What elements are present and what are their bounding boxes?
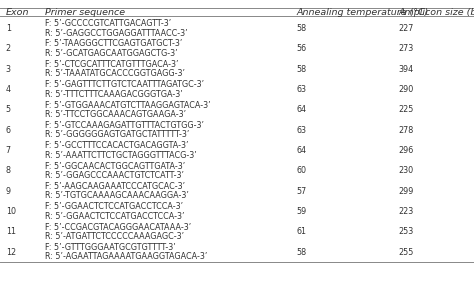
Text: R: 5’-TTTCTTTCAAAGACGGGTGA-3’: R: 5’-TTTCTTTCAAAGACGGGTGA-3’ <box>45 90 183 99</box>
Text: R: 5’-GGGGGGAGTGATGCTATTTTT-3’: R: 5’-GGGGGGAGTGATGCTATTTTT-3’ <box>45 130 190 139</box>
Text: F: 5’-GTGGAAACATGTCTTAAGGAGTACA-3’: F: 5’-GTGGAAACATGTCTTAAGGAGTACA-3’ <box>45 101 210 109</box>
Text: F: 5’-GGCAACACTGGCAGTTGATA-3’: F: 5’-GGCAACACTGGCAGTTGATA-3’ <box>45 162 185 171</box>
Text: 2: 2 <box>6 44 11 53</box>
Text: 7: 7 <box>6 146 11 155</box>
Text: F: 5’-GCCTTTCCACACTGACAGGTA-3’: F: 5’-GCCTTTCCACACTGACAGGTA-3’ <box>45 141 189 150</box>
Text: 9: 9 <box>6 187 11 196</box>
Text: 394: 394 <box>398 65 413 73</box>
Text: 64: 64 <box>296 105 306 114</box>
Text: R: 5’-GGAGCCCAAACTGTCTCATT-3’: R: 5’-GGAGCCCAAACTGTCTCATT-3’ <box>45 171 184 180</box>
Text: F: 5’-GGAACTCTCCATGACCTCCA-3’: F: 5’-GGAACTCTCCATGACCTCCA-3’ <box>45 202 183 211</box>
Text: R: 5’-AGAATTAGAAAATGAAGGTAGACA-3’: R: 5’-AGAATTAGAAAATGAAGGTAGACA-3’ <box>45 253 208 261</box>
Text: R: 5’-TTCCTGGCAAACAGTGAAGA-3’: R: 5’-TTCCTGGCAAACAGTGAAGA-3’ <box>45 110 186 119</box>
Text: R: 5’-TAAATATGCACCCGGTGAGG-3’: R: 5’-TAAATATGCACCCGGTGAGG-3’ <box>45 69 185 78</box>
Text: 59: 59 <box>296 207 307 216</box>
Text: 278: 278 <box>398 126 413 135</box>
Text: 227: 227 <box>398 24 413 33</box>
Text: 57: 57 <box>296 187 307 196</box>
Text: 225: 225 <box>398 105 413 114</box>
Text: 1: 1 <box>6 24 11 33</box>
Text: R: 5’-ATGATTCTCCCCCAAAGAGC-3’: R: 5’-ATGATTCTCCCCCAAAGAGC-3’ <box>45 232 184 241</box>
Text: Annealing temperature (°C): Annealing temperature (°C) <box>296 8 428 17</box>
Text: 60: 60 <box>296 166 306 175</box>
Text: F: 5’-CTCGCATTTCATGTTTGACA-3’: F: 5’-CTCGCATTTCATGTTTGACA-3’ <box>45 60 179 69</box>
Text: 10: 10 <box>6 207 16 216</box>
Text: 253: 253 <box>398 227 413 236</box>
Text: 8: 8 <box>6 166 11 175</box>
Text: 6: 6 <box>6 126 11 135</box>
Text: 11: 11 <box>6 227 16 236</box>
Text: 61: 61 <box>296 227 306 236</box>
Text: 4: 4 <box>6 85 11 94</box>
Text: Exon: Exon <box>6 8 29 17</box>
Text: F: 5’-GTCCAAAGAGATTGTTTACTGTGG-3’: F: 5’-GTCCAAAGAGATTGTTTACTGTGG-3’ <box>45 121 204 130</box>
Text: R: 5’-GAGGCCTGGAGGATTTAACC-3’: R: 5’-GAGGCCTGGAGGATTTAACC-3’ <box>45 29 188 37</box>
Text: 299: 299 <box>398 187 413 196</box>
Text: 56: 56 <box>296 44 306 53</box>
Text: F: 5’-GTTTGGGAATGCGTGTTTT-3’: F: 5’-GTTTGGGAATGCGTGTTTT-3’ <box>45 243 176 252</box>
Text: F: 5’-GCCCCGTCATTGACAGTT-3’: F: 5’-GCCCCGTCATTGACAGTT-3’ <box>45 19 171 28</box>
Text: R: 5’-GGAACTCTCCATGACCTCCA-3’: R: 5’-GGAACTCTCCATGACCTCCA-3’ <box>45 212 184 221</box>
Text: 58: 58 <box>296 24 306 33</box>
Text: F: 5’-CCGACGTACAGGGAACATAAA-3’: F: 5’-CCGACGTACAGGGAACATAAA-3’ <box>45 223 191 232</box>
Text: 5: 5 <box>6 105 11 114</box>
Text: 273: 273 <box>398 44 413 53</box>
Text: 255: 255 <box>398 248 413 257</box>
Text: R: 5’-GCATGAGCAATGGAGCTG-3’: R: 5’-GCATGAGCAATGGAGCTG-3’ <box>45 49 178 58</box>
Text: Primer sequence: Primer sequence <box>45 8 125 17</box>
Text: 230: 230 <box>398 166 413 175</box>
Text: Amplicon size (bp): Amplicon size (bp) <box>398 8 474 17</box>
Text: R: 5’-AAATTCTTCTGCTAGGGTTTACG-3’: R: 5’-AAATTCTTCTGCTAGGGTTTACG-3’ <box>45 151 197 160</box>
Text: 58: 58 <box>296 65 306 73</box>
Text: 296: 296 <box>398 146 413 155</box>
Text: 63: 63 <box>296 85 306 94</box>
Text: F: 5’-GAGTTTCTTGTCTCAATTTAGATGC-3’: F: 5’-GAGTTTCTTGTCTCAATTTAGATGC-3’ <box>45 80 204 89</box>
Text: F: 5’-AAGCAAGAAATCCCATGCAC-3’: F: 5’-AAGCAAGAAATCCCATGCAC-3’ <box>45 182 185 191</box>
Text: F: 5’-TAAGGGCTTCGAGTGATGCT-3’: F: 5’-TAAGGGCTTCGAGTGATGCT-3’ <box>45 40 182 48</box>
Text: 64: 64 <box>296 146 306 155</box>
Text: 3: 3 <box>6 65 11 73</box>
Text: 12: 12 <box>6 248 16 257</box>
Text: 223: 223 <box>398 207 413 216</box>
Text: 63: 63 <box>296 126 306 135</box>
Text: R: 5’-TGTGCAAAAGCAAACAAGGA-3’: R: 5’-TGTGCAAAAGCAAACAAGGA-3’ <box>45 191 189 200</box>
Text: 58: 58 <box>296 248 306 257</box>
Text: 290: 290 <box>398 85 413 94</box>
